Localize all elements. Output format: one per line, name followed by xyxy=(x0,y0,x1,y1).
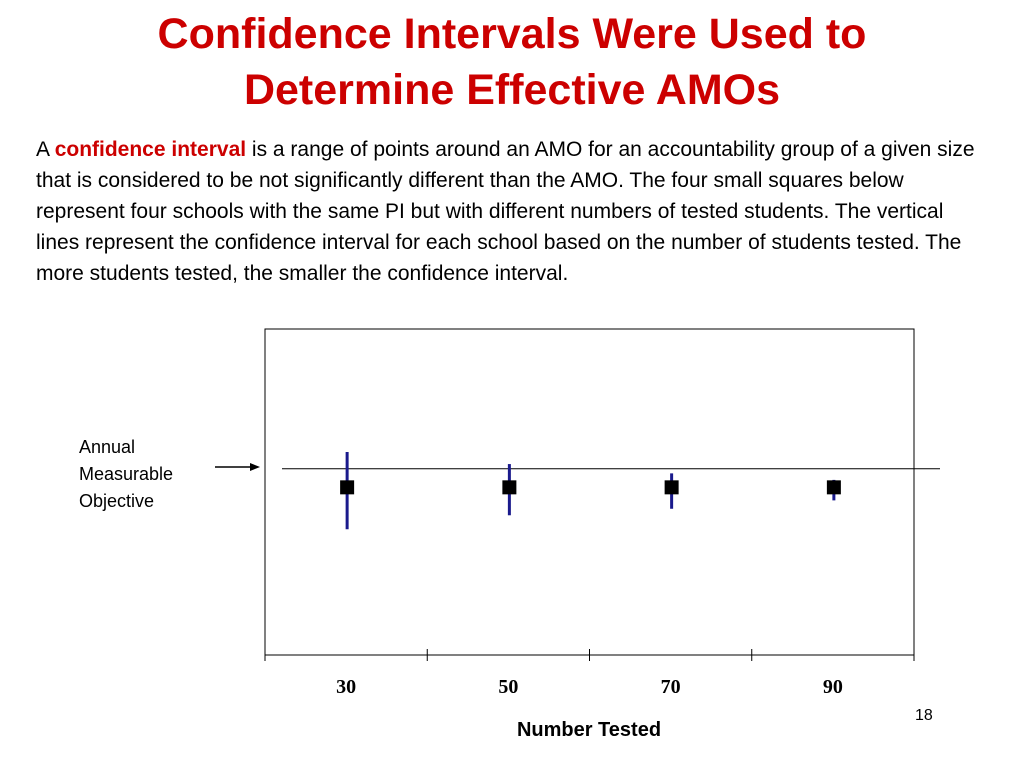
x-tick-label-50: 50 xyxy=(498,676,518,698)
title-line-2: Determine Effective AMOs xyxy=(243,66,781,114)
plot-area-frame xyxy=(264,328,915,656)
school-marker-30 xyxy=(340,480,355,495)
description-paragraph: A confidence interval is a range of poin… xyxy=(36,134,986,289)
x-tick-labels: 30 50 70 90 xyxy=(336,676,843,698)
amo-annotation-line-1: Annual xyxy=(79,437,136,457)
body-rest: is a range of points around an AMO for a… xyxy=(36,138,975,285)
amo-annotation-line-3: Objective xyxy=(79,491,155,511)
x-tick-label-30: 30 xyxy=(336,676,356,698)
slide-number: 18 xyxy=(915,707,933,724)
interval-lines xyxy=(345,451,836,530)
x-tick-label-90: 90 xyxy=(823,676,843,698)
school-marker-70 xyxy=(664,480,679,495)
amo-annotation: Annual Measurable Objective xyxy=(79,434,173,515)
school-markers xyxy=(340,480,841,495)
x-axis-ticks xyxy=(264,649,915,661)
school-marker-50 xyxy=(502,480,517,495)
school-marker-90 xyxy=(826,480,841,495)
amo-annotation-line-2: Measurable xyxy=(79,464,174,484)
x-axis-title: Number Tested xyxy=(517,719,661,741)
arrow-head xyxy=(250,463,260,471)
highlight-term: confidence interval xyxy=(54,138,247,161)
body-prefix: A xyxy=(36,138,55,161)
x-tick-label-70: 70 xyxy=(661,676,681,698)
title-line-1: Confidence Intervals Were Used to xyxy=(157,10,867,58)
slide-title: Confidence Intervals Were Used to Determ… xyxy=(0,6,1024,118)
